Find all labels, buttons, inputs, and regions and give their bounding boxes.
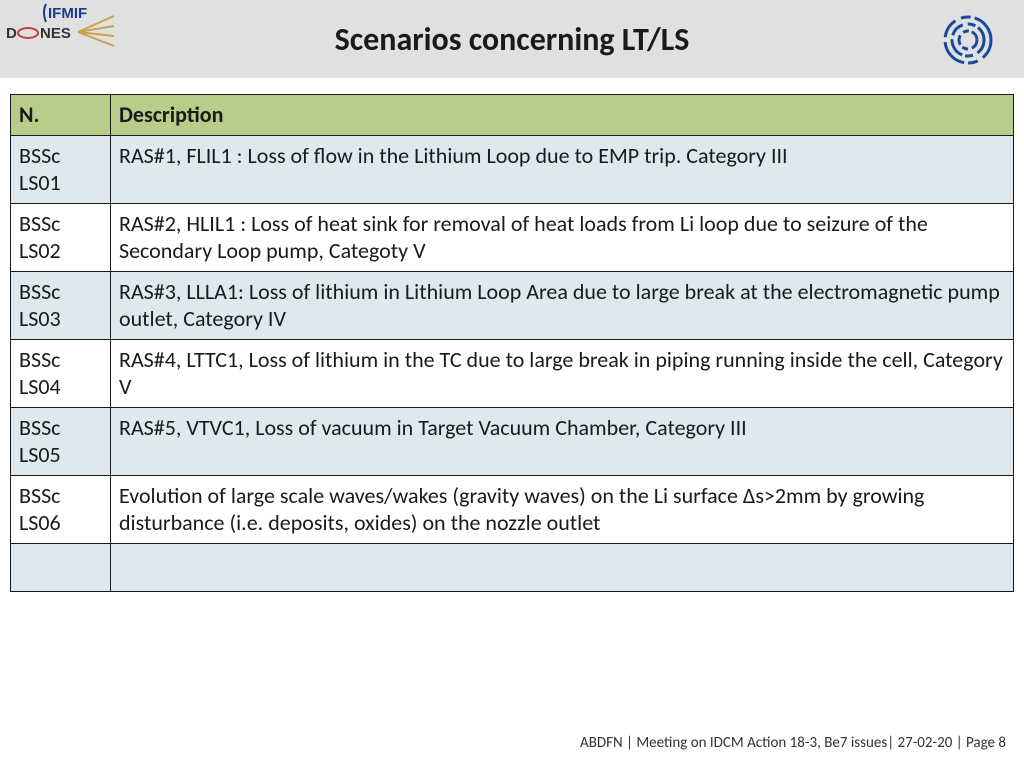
table-row <box>11 543 1014 591</box>
cell-n <box>11 543 111 591</box>
cell-n: BSSc LS01 <box>11 135 111 203</box>
scenarios-table: N. Description BSSc LS01 RAS#1, FLIL1 : … <box>10 94 1014 592</box>
col-header-description: Description <box>111 95 1014 136</box>
cell-n: BSSc LS02 <box>11 203 111 271</box>
table-row: BSSc LS06 Evolution of large scale waves… <box>11 475 1014 543</box>
cell-desc: RAS#5, VTVC1, Loss of vacuum in Target V… <box>111 407 1014 475</box>
table-row: BSSc LS03 RAS#3, LLLA1: Loss of lithium … <box>11 271 1014 339</box>
cell-desc <box>111 543 1014 591</box>
slide-title: Scenarios concerning LT/LS <box>335 20 690 59</box>
table-row: BSSc LS04 RAS#4, LTTC1, Loss of lithium … <box>11 339 1014 407</box>
table-header-row: N. Description <box>11 95 1014 136</box>
cell-n: BSSc LS03 <box>11 271 111 339</box>
circular-logo-icon <box>942 14 994 66</box>
table-row: BSSc LS01 RAS#1, FLIL1 : Loss of flow in… <box>11 135 1014 203</box>
cell-desc: RAS#1, FLIL1 : Loss of flow in the Lithi… <box>111 135 1014 203</box>
cell-n: BSSc LS06 <box>11 475 111 543</box>
cell-desc: Evolution of large scale waves/wakes (gr… <box>111 475 1014 543</box>
cell-n: BSSc LS05 <box>11 407 111 475</box>
col-header-n: N. <box>11 95 111 136</box>
cell-desc: RAS#2, HLIL1 : Loss of heat sink for rem… <box>111 203 1014 271</box>
cell-desc: RAS#4, LTTC1, Loss of lithium in the TC … <box>111 339 1014 407</box>
slide-header: IFMIF D NES Scenarios concerning LT/LS <box>0 0 1024 78</box>
table-container: N. Description BSSc LS01 RAS#1, FLIL1 : … <box>0 78 1024 592</box>
cell-n: BSSc LS04 <box>11 339 111 407</box>
slide-footer: ABDFN | Meeting on IDCM Action 18-3, Be7… <box>580 734 1006 752</box>
logo-text-dones: D <box>6 25 17 42</box>
table-row: BSSc LS02 RAS#2, HLIL1 : Loss of heat si… <box>11 203 1014 271</box>
table-row: BSSc LS05 RAS#5, VTVC1, Loss of vacuum i… <box>11 407 1014 475</box>
logo-text-ifmif: IFMIF <box>48 5 87 22</box>
cell-desc: RAS#3, LLLA1: Loss of lithium in Lithium… <box>111 271 1014 339</box>
svg-text:NES: NES <box>40 25 71 42</box>
ifmif-dones-logo: IFMIF D NES <box>6 2 116 50</box>
